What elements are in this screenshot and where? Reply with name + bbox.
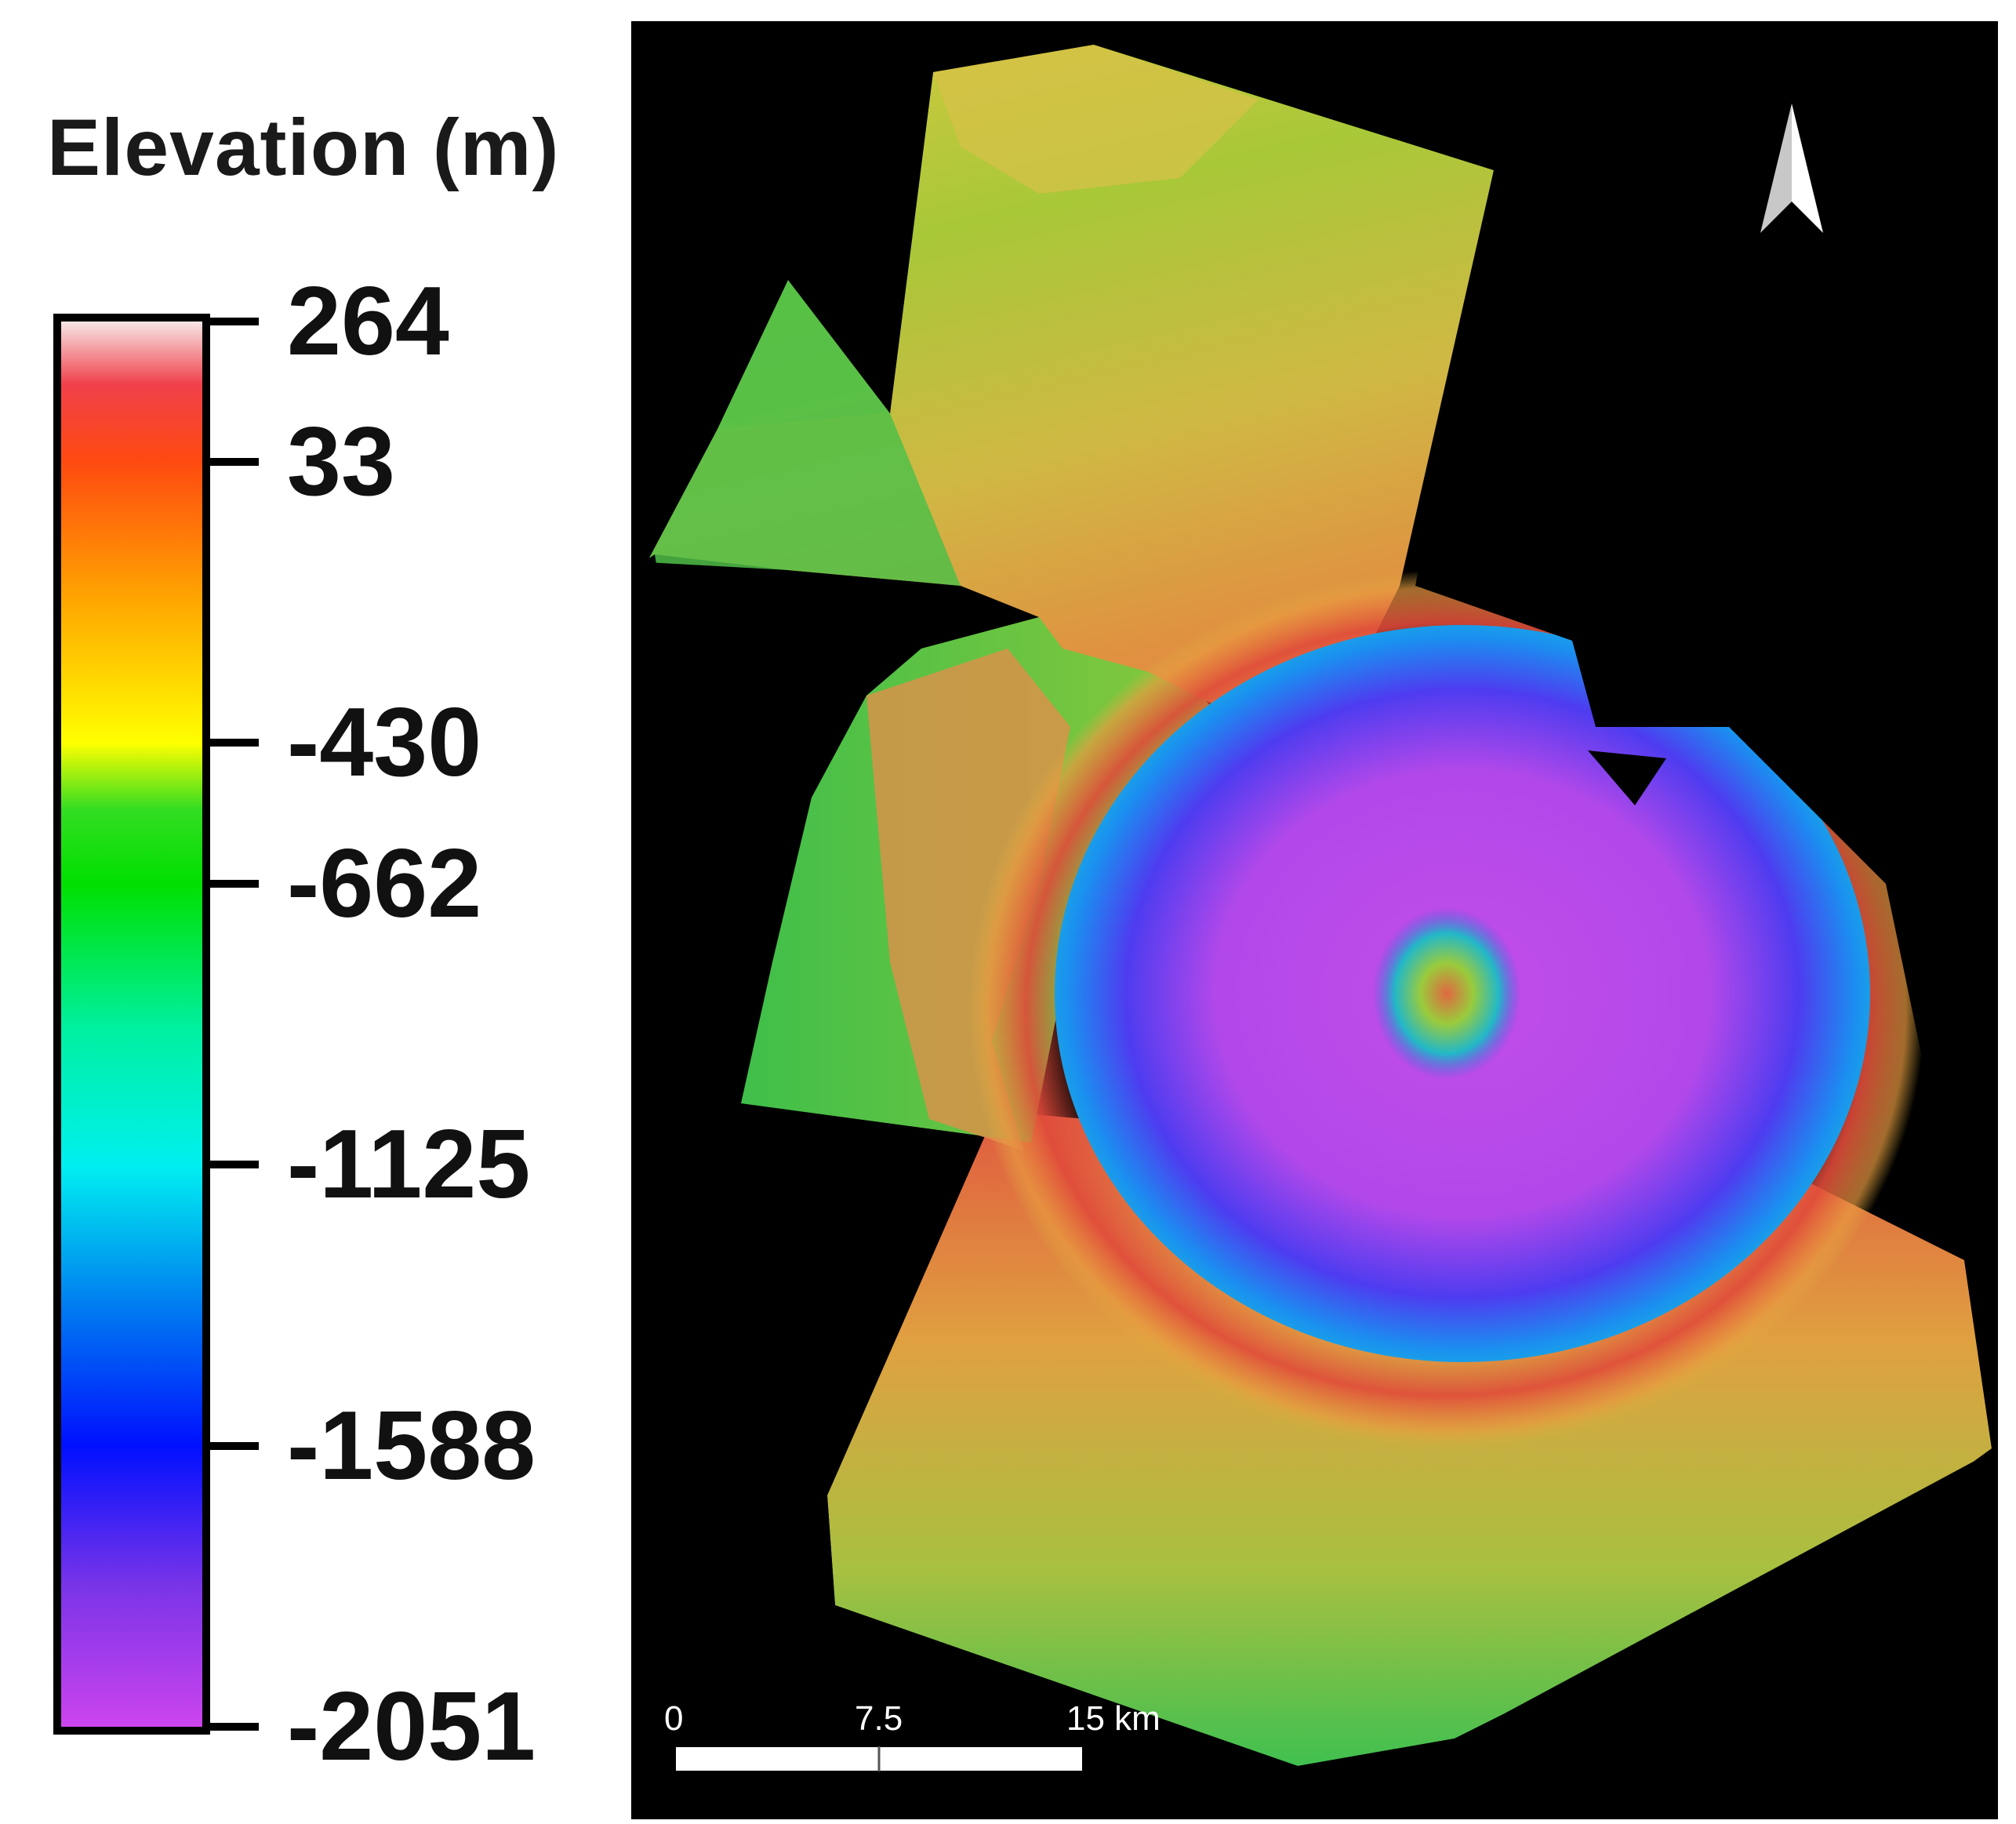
colorbar-tick-label: -662 — [287, 829, 482, 938]
colorbar-tick — [210, 1161, 259, 1169]
colorbar-tick — [210, 457, 259, 466]
colorbar-tick-label: 33 — [287, 407, 395, 516]
scale-label-7-5: 7.5 — [855, 1699, 903, 1738]
colorbar-tick — [210, 879, 259, 888]
colorbar-tick-label: -2051 — [287, 1673, 536, 1781]
colorbar-tick — [210, 1441, 259, 1450]
colorbar-tick — [210, 1723, 259, 1731]
north-arrow-icon — [1760, 104, 1823, 233]
colorbar-tick-label: -430 — [287, 689, 482, 798]
colorbar-tick — [210, 318, 259, 325]
colorbar-tick — [210, 739, 259, 747]
scale-bar — [674, 1746, 1084, 1772]
scale-label-0: 0 — [664, 1699, 684, 1738]
scale-label-15-km: 15 km — [1066, 1699, 1161, 1738]
colorbar-tick-label: -1588 — [287, 1391, 536, 1500]
elevation-map: 0 7.5 15 km — [631, 21, 1998, 1819]
map-svg — [631, 21, 1998, 1819]
colorbar-gradient — [61, 322, 202, 1727]
elevation-colorbar — [53, 314, 210, 1735]
colorbar-tick-label: 264 — [287, 267, 449, 376]
colorbar-tick-label: -1125 — [287, 1110, 531, 1219]
legend-title: Elevation (m) — [47, 103, 560, 192]
central-peak — [1372, 907, 1521, 1080]
